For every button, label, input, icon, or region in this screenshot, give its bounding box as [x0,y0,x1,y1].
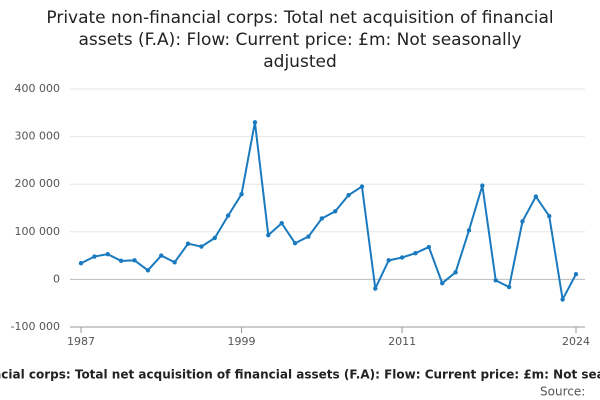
point [306,234,311,239]
point [199,244,204,249]
point [560,297,565,302]
point [506,284,512,290]
point [92,254,97,259]
point [413,251,418,256]
x-tick-label: 1987 [67,335,95,348]
x-tick-label: 2024 [562,335,590,348]
y-tick-label: 300 000 [15,130,61,143]
chart-title: assets (F.A): Flow: Current price: £m: N… [78,30,521,50]
point [547,213,552,219]
chart-title: adjusted [263,52,336,72]
point [493,278,498,283]
point [172,260,177,265]
point [359,184,365,189]
y-tick-label: 0 [53,272,60,285]
point [399,255,405,260]
point [319,216,325,221]
point [292,241,298,246]
point [453,270,458,275]
point [480,183,485,188]
point [520,219,525,224]
point [466,228,472,233]
point [185,241,191,246]
point [78,261,84,266]
source: Source: [540,385,585,399]
point [573,271,579,277]
point [212,235,217,241]
y-tick-label: 400 000 [15,82,61,95]
footer: Private non-financial corps: Total net a… [0,368,600,382]
y-tick-label: 200 000 [15,177,61,190]
point [533,194,539,199]
point [346,192,351,198]
point [105,251,110,257]
point [159,253,164,258]
chart-title: Private non-financial corps: Total net a… [46,8,553,28]
point [440,281,445,286]
point [386,258,391,263]
x-tick-label: 1999 [228,335,256,348]
x-tick-label: 2011 [388,335,416,348]
point [132,258,137,263]
point [145,268,151,273]
point [225,213,231,218]
point [118,258,124,264]
point [373,286,378,291]
point [279,221,284,226]
y-tick-label: -100 000 [11,320,60,333]
series-line [80,122,577,303]
point [426,244,432,250]
y-tick-label: 100 000 [15,225,61,238]
point [266,232,271,238]
point [332,209,338,214]
point [252,120,258,125]
point [239,191,244,197]
